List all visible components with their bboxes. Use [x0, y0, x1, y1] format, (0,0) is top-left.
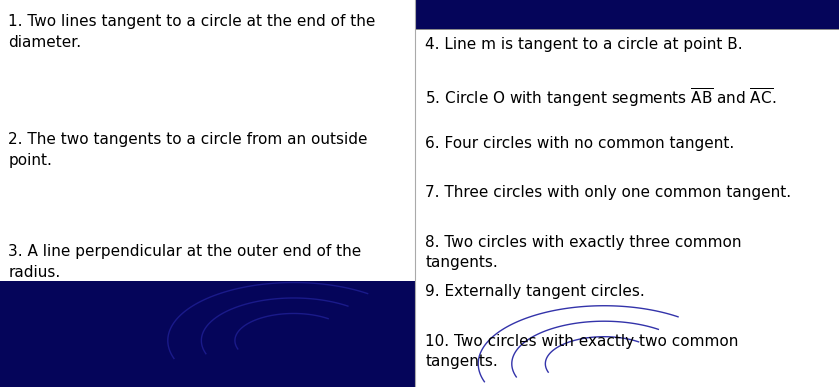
Text: 7. Three circles with only one common tangent.: 7. Three circles with only one common ta…	[425, 185, 791, 200]
Text: 3. A line perpendicular at the outer end of the
radius.: 3. A line perpendicular at the outer end…	[8, 244, 362, 280]
Text: 10. Two circles with exactly two common
tangents.: 10. Two circles with exactly two common …	[425, 334, 739, 369]
Text: 1. Two lines tangent to a circle at the end of the
diameter.: 1. Two lines tangent to a circle at the …	[8, 14, 376, 50]
Bar	[415, 29, 839, 387]
Text: 4. Line m is tangent to a circle at point B.: 4. Line m is tangent to a circle at poin…	[425, 37, 743, 52]
Text: 8. Two circles with exactly three common
tangents.: 8. Two circles with exactly three common…	[425, 235, 742, 270]
Bar	[415, 0, 839, 29]
Text: 2. The two tangents to a circle from an outside
point.: 2. The two tangents to a circle from an …	[8, 132, 367, 168]
Text: 9. Externally tangent circles.: 9. Externally tangent circles.	[425, 284, 645, 300]
Bar	[0, 0, 415, 281]
Text: 5. Circle O with tangent segments $\mathregular{\overline{AB}}$ and $\mathregula: 5. Circle O with tangent segments $\math…	[425, 86, 777, 109]
Text: 6. Four circles with no common tangent.: 6. Four circles with no common tangent.	[425, 136, 735, 151]
